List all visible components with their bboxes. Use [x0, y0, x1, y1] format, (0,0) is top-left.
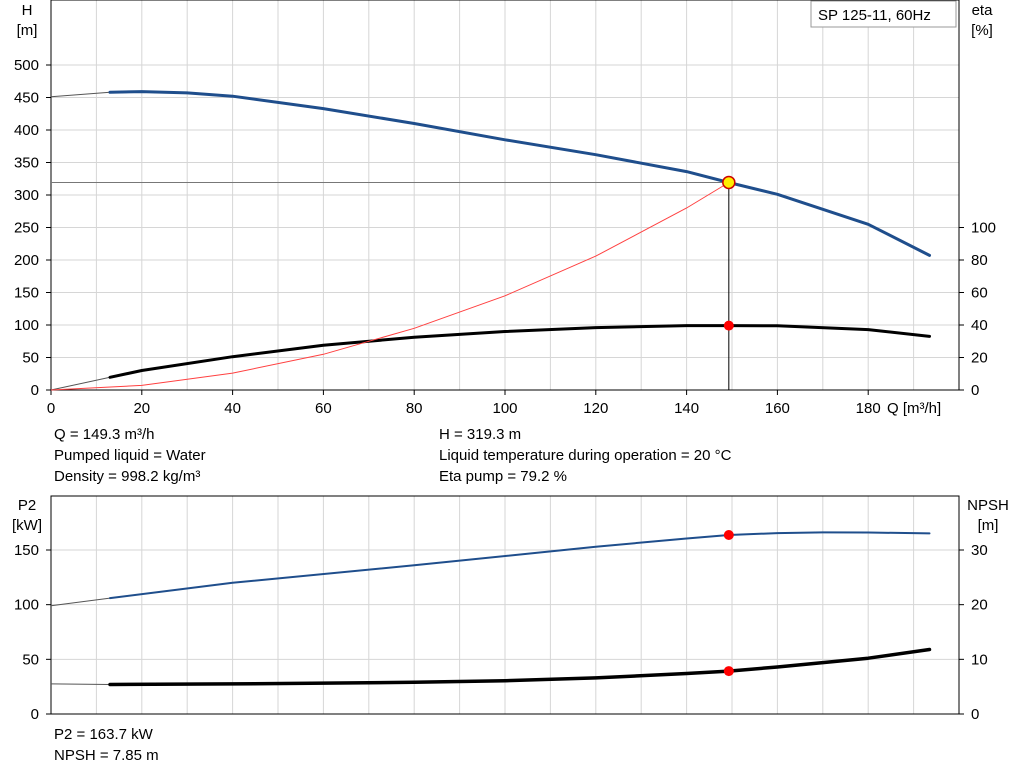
top-left-tick-label: 0 [31, 382, 39, 399]
x-axis-label: Q [m³/h] [887, 400, 941, 417]
top-right-axis-label-2: [%] [971, 22, 993, 39]
head-curve [108, 90, 931, 257]
bottom-left-axis-label-2: [kW] [12, 517, 42, 534]
top-left-tick-label: 450 [14, 90, 39, 107]
bottom-right-tick-label: 10 [971, 651, 988, 668]
power-extrapolation-line [50, 597, 111, 607]
bottom-left-tick-label: 50 [22, 651, 39, 668]
series-layer [50, 90, 932, 687]
info-npsh: NPSH = 7.85 m [54, 747, 159, 764]
axis-ticks: 0501001502002503003504004505000204060801… [14, 57, 996, 723]
duty-markers [51, 175, 736, 677]
top-left-tick-label: 200 [14, 252, 39, 269]
top-left-axis-label-2: [m] [17, 22, 38, 39]
info-liquid-temperature: Liquid temperature during operation = 20… [439, 447, 732, 464]
bottom-right-axis-label-2: [m] [978, 517, 999, 534]
top-left-tick-label: 500 [14, 57, 39, 74]
top-right-tick-label: 20 [971, 350, 988, 367]
npsh-extrapolation-line [50, 683, 111, 685]
efficiency-curve [108, 324, 931, 379]
duty-point-efficiency-marker [723, 320, 734, 331]
top-left-axis-label-1: H [22, 2, 33, 19]
duty-point-npsh-marker [723, 666, 734, 677]
x-tick-label: 160 [765, 400, 790, 417]
chart-title-box [810, 0, 957, 28]
top-left-tick-label: 250 [14, 220, 39, 237]
bottom-left-tick-label: 150 [14, 542, 39, 559]
info-flow: Q = 149.3 m³/h [54, 426, 155, 443]
x-tick-label: 0 [47, 400, 55, 417]
info-head: H = 319.3 m [439, 426, 522, 443]
top-right-tick-label: 80 [971, 252, 988, 269]
top-left-tick-label: 50 [22, 350, 39, 367]
top-right-axis-label-1: eta [972, 2, 994, 19]
bottom-right-tick-label: 0 [971, 706, 979, 723]
info-power: P2 = 163.7 kW [54, 726, 153, 743]
x-tick-label: 100 [492, 400, 517, 417]
bottom-right-tick-label: 20 [971, 597, 988, 614]
bottom-left-tick-label: 100 [14, 597, 39, 614]
duty-point-head-marker [722, 175, 736, 190]
efficiency-extrapolation-line [50, 376, 111, 391]
chart-title: SP 125-11, 60Hz [818, 7, 931, 24]
top-left-tick-label: 100 [14, 317, 39, 334]
info-pumped-liquid: Pumped liquid = Water [54, 447, 206, 464]
x-tick-label: 40 [224, 400, 241, 417]
top-right-tick-label: 100 [971, 220, 996, 237]
top-left-tick-label: 400 [14, 122, 39, 139]
top-right-tick-label: 0 [971, 382, 979, 399]
bottom-right-axis-label-1: NPSH [967, 497, 1009, 514]
top-left-tick-label: 150 [14, 285, 39, 302]
top-left-tick-label: 350 [14, 155, 39, 172]
system-curve-curve [50, 182, 730, 391]
bottom-left-axis-label-1: P2 [18, 497, 36, 514]
power-curve [109, 531, 931, 600]
duty-point-power-marker [723, 530, 734, 541]
x-tick-label: 120 [583, 400, 608, 417]
x-tick-label: 20 [133, 400, 150, 417]
x-tick-label: 140 [674, 400, 699, 417]
top-right-tick-label: 60 [971, 285, 988, 302]
bottom-right-tick-label: 30 [971, 542, 988, 559]
top-right-tick-label: 40 [971, 317, 988, 334]
info-density: Density = 998.2 kg/m³ [54, 468, 201, 485]
info-eta-pump: Eta pump = 79.2 % [439, 468, 567, 485]
x-tick-label: 60 [315, 400, 332, 417]
x-tick-label: 180 [856, 400, 881, 417]
head-extrapolation-line [50, 91, 111, 98]
x-tick-label: 80 [406, 400, 423, 417]
npsh-curve [108, 647, 932, 687]
bottom-left-tick-label: 0 [31, 706, 39, 723]
top-left-tick-label: 300 [14, 187, 39, 204]
